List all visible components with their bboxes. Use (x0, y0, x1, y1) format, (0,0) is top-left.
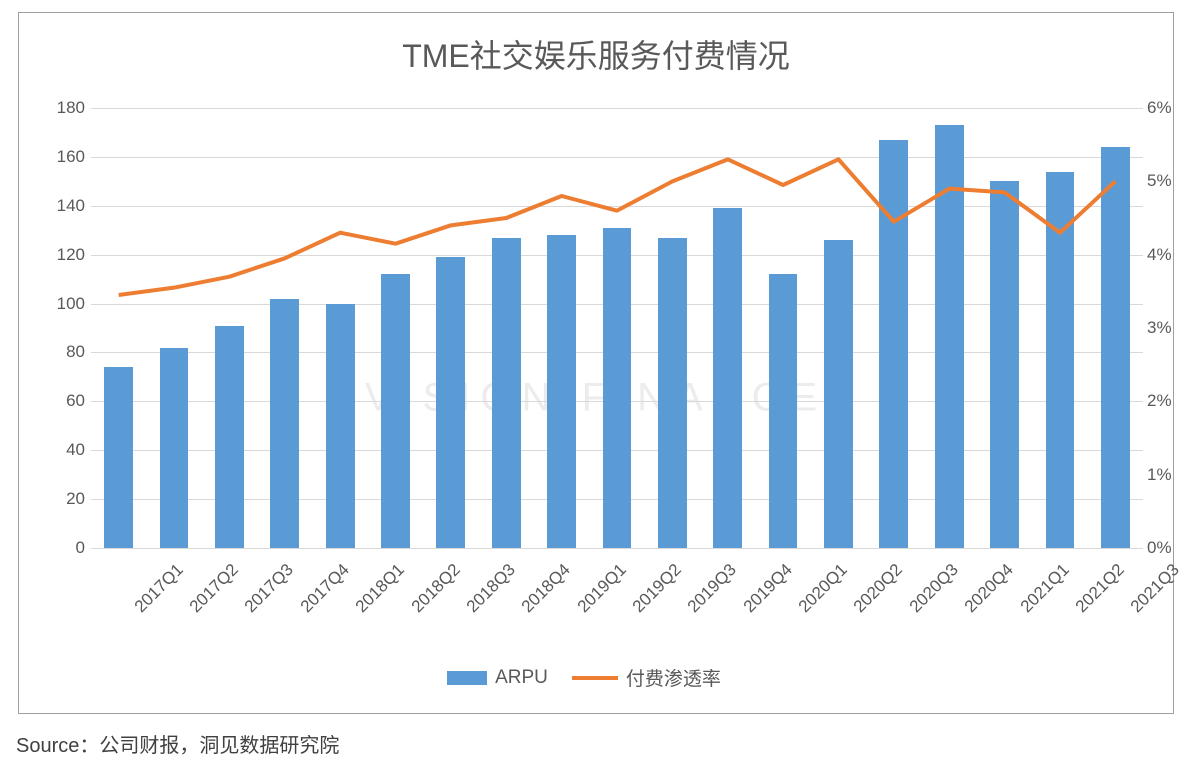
y-right-tick: 5% (1147, 171, 1187, 191)
x-tick-label: 2018Q3 (463, 560, 520, 617)
y-left-tick: 0 (47, 538, 85, 558)
y-left-tick: 140 (47, 196, 85, 216)
y-left-tick: 120 (47, 245, 85, 265)
x-tick-label: 2017Q1 (130, 560, 187, 617)
legend-swatch-line (572, 676, 618, 680)
chart-container: TME社交娱乐服务付费情况 VISION FINANCE 02040608010… (0, 0, 1193, 770)
y-right-tick: 1% (1147, 465, 1187, 485)
chart-title: TME社交娱乐服务付费情况 (19, 13, 1173, 77)
x-tick-label: 2019Q3 (684, 560, 741, 617)
x-tick-label: 2021Q1 (1016, 560, 1073, 617)
x-tick-label: 2021Q3 (1127, 560, 1184, 617)
grid-line (91, 548, 1143, 549)
y-right-tick: 4% (1147, 245, 1187, 265)
x-tick-label: 2019Q2 (629, 560, 686, 617)
y-right-tick: 2% (1147, 391, 1187, 411)
x-tick-label: 2017Q4 (297, 560, 354, 617)
x-tick-label: 2018Q4 (518, 560, 575, 617)
chart-border: TME社交娱乐服务付费情况 VISION FINANCE 02040608010… (18, 12, 1174, 714)
y-left-tick: 40 (47, 440, 85, 460)
plot-area: 0204060801001201401601800%1%2%3%4%5%6%20… (91, 108, 1143, 548)
y-right-tick: 0% (1147, 538, 1187, 558)
y-left-tick: 160 (47, 147, 85, 167)
x-tick-label: 2017Q3 (241, 560, 298, 617)
legend: ARPU 付费渗透率 (19, 664, 1173, 691)
line-series (119, 159, 1116, 295)
x-tick-label: 2020Q2 (850, 560, 907, 617)
x-tick-label: 2021Q2 (1072, 560, 1129, 617)
y-left-tick: 60 (47, 391, 85, 411)
y-right-tick: 3% (1147, 318, 1187, 338)
x-tick-label: 2018Q2 (407, 560, 464, 617)
y-left-tick: 100 (47, 294, 85, 314)
x-tick-label: 2019Q4 (739, 560, 796, 617)
y-left-tick: 20 (47, 489, 85, 509)
y-right-tick: 6% (1147, 98, 1187, 118)
x-tick-label: 2020Q4 (961, 560, 1018, 617)
legend-label: ARPU (495, 667, 548, 688)
x-tick-label: 2018Q1 (352, 560, 409, 617)
line-layer (91, 108, 1143, 548)
x-tick-label: 2020Q1 (795, 560, 852, 617)
legend-swatch-bar (447, 671, 487, 685)
x-tick-label: 2017Q2 (186, 560, 243, 617)
x-tick-label: 2020Q3 (906, 560, 963, 617)
x-tick-label: 2019Q1 (573, 560, 630, 617)
y-left-tick: 180 (47, 98, 85, 118)
y-left-tick: 80 (47, 342, 85, 362)
source-text: Source：公司财报，洞见数据研究院 (16, 729, 339, 758)
legend-label: 付费渗透率 (626, 669, 721, 690)
